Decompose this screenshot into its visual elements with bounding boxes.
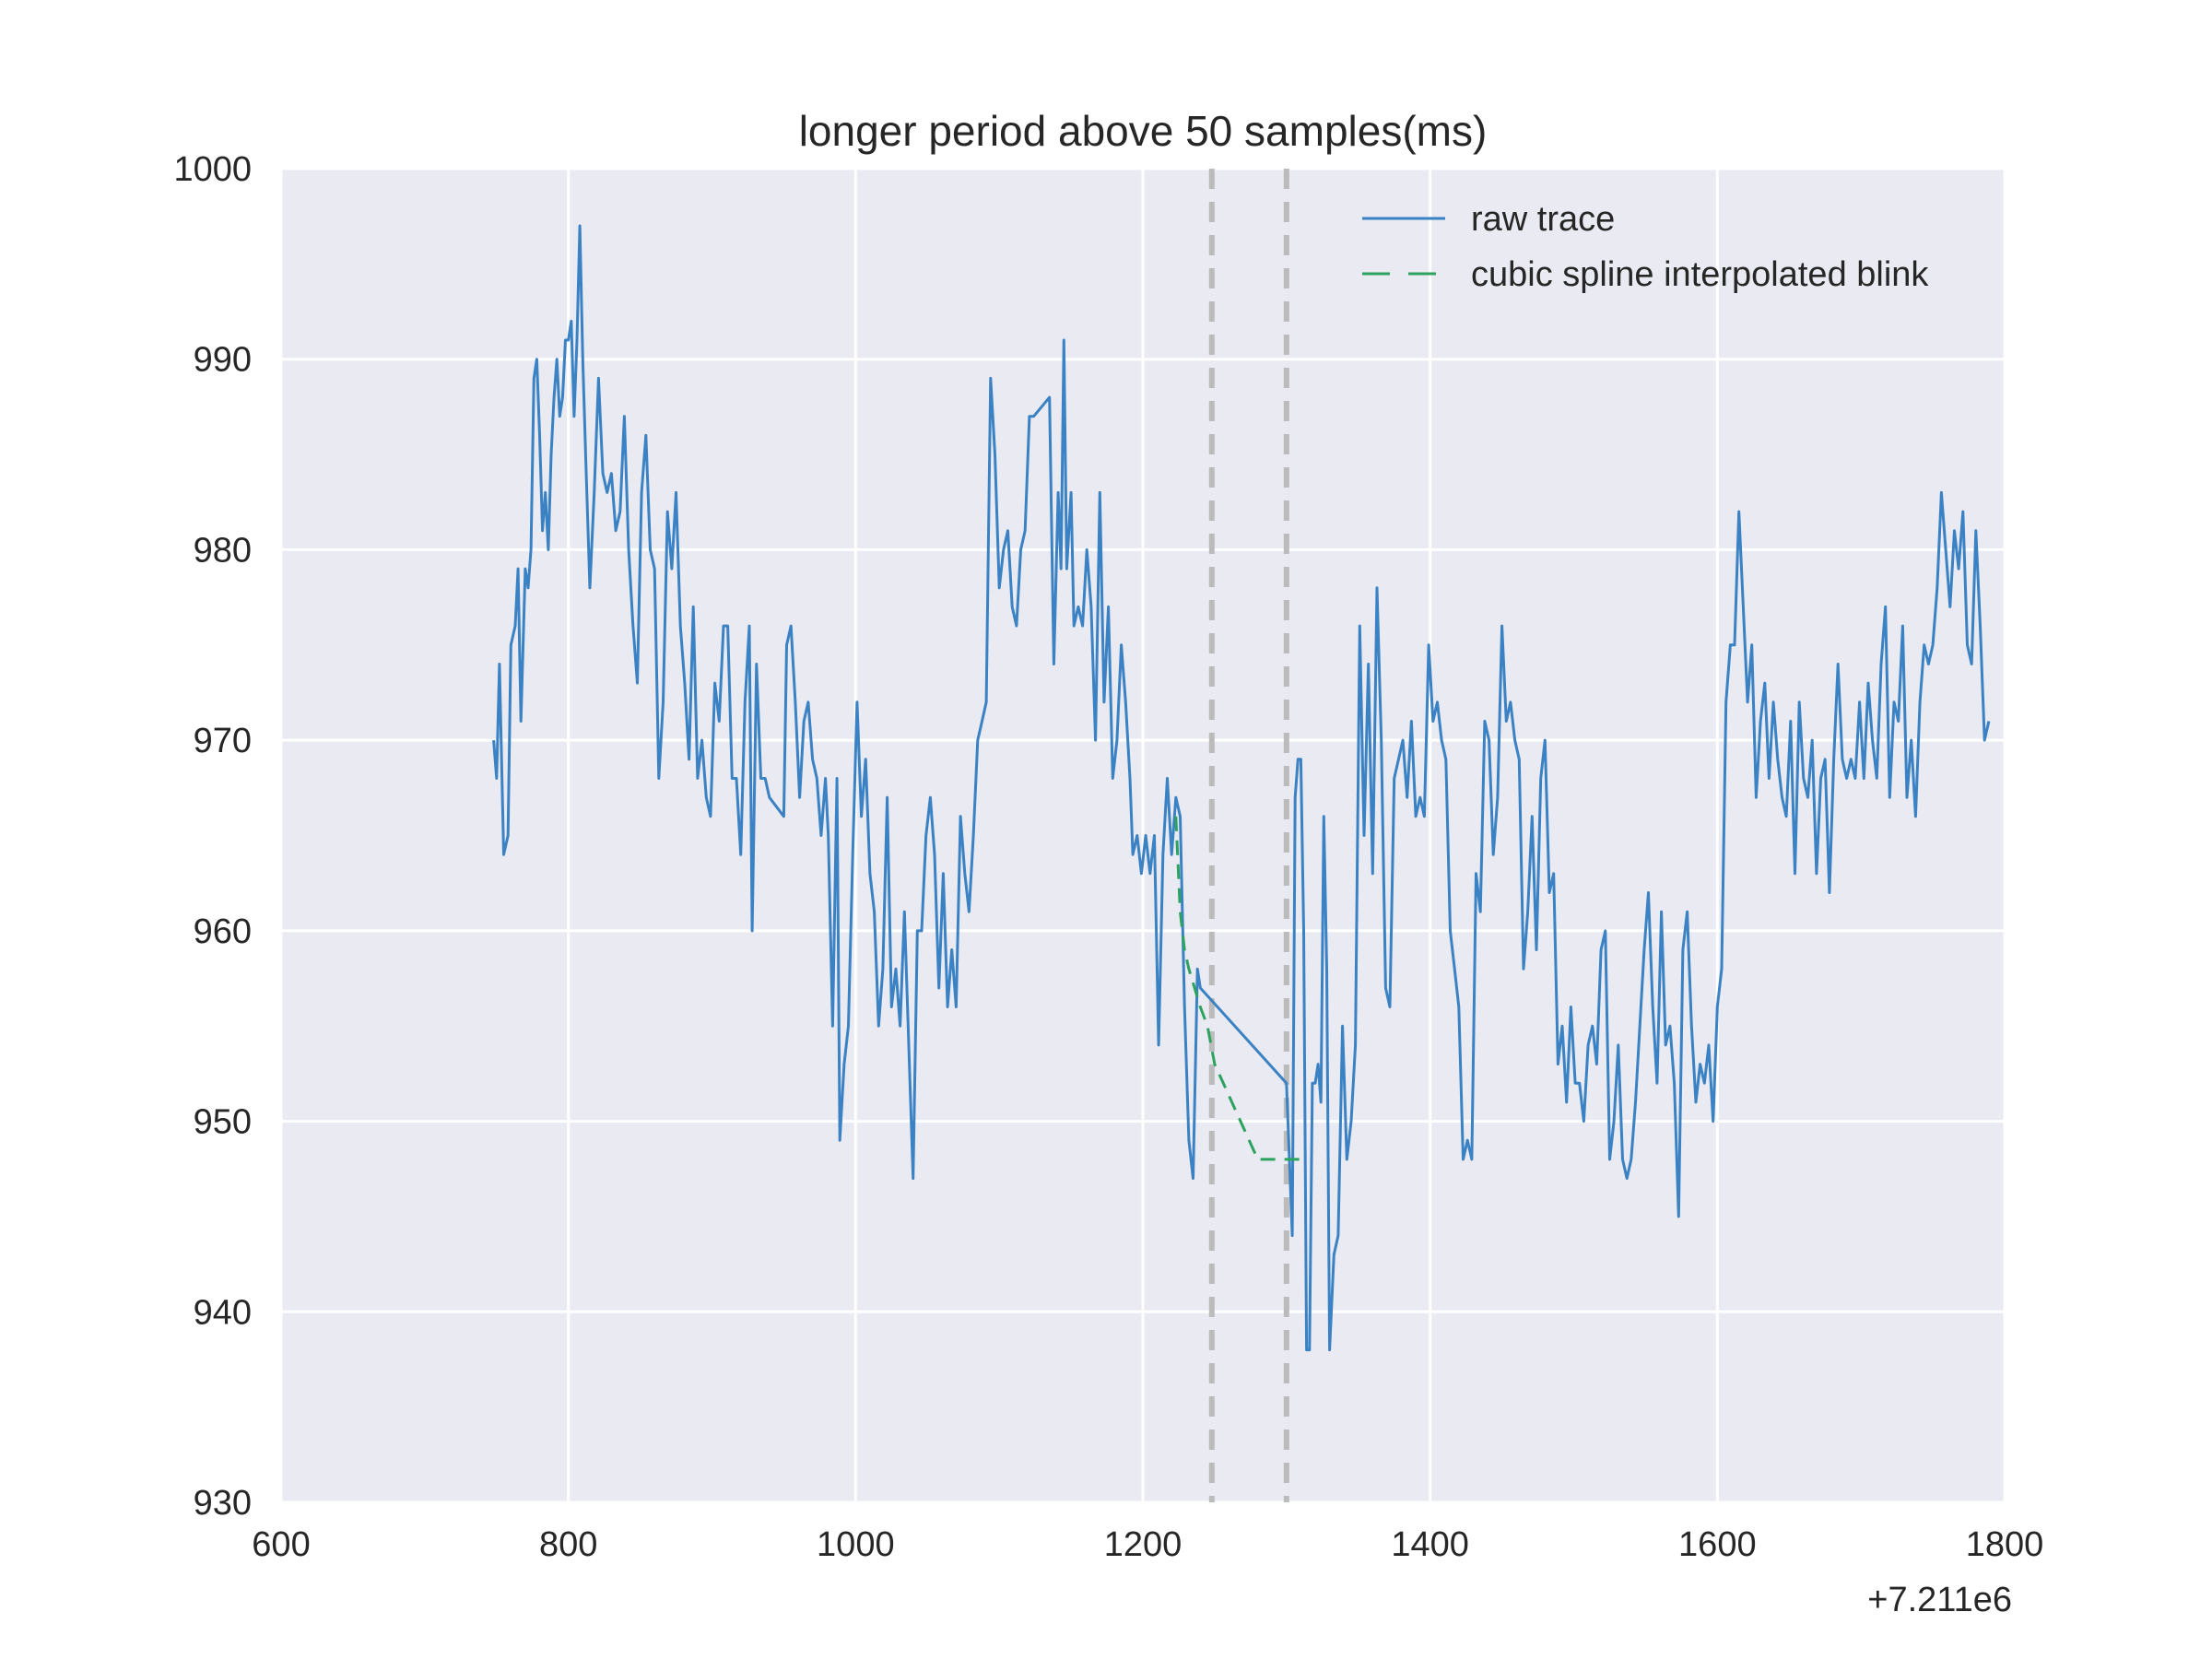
x-tick-label: 600 [252, 1525, 310, 1564]
series-line-cubic-spline [1174, 816, 1307, 1161]
legend-label-cubic-spline: cubic spline interpolated blink [1471, 255, 1929, 294]
y-tick-label: 990 [194, 341, 252, 380]
x-tick-label: 1000 [817, 1525, 895, 1564]
y-tick-label: 930 [194, 1484, 252, 1523]
y-tick-label: 960 [194, 912, 252, 951]
x-tick-label: 800 [539, 1525, 597, 1564]
y-tick-label: 1000 [173, 150, 252, 189]
y-tick-label: 980 [194, 531, 252, 570]
series-line-raw-trace [492, 224, 1991, 1352]
x-tick-label: 1200 [1104, 1525, 1182, 1564]
y-tick-label: 970 [194, 722, 252, 760]
series-lines [492, 224, 1991, 1352]
x-offset-label: +7.211e6 [1867, 1581, 2012, 1619]
x-tick-label: 1800 [1966, 1525, 2044, 1564]
blink-markers [1208, 169, 1289, 1502]
y-tick-label: 940 [194, 1293, 252, 1332]
legend-label-raw-trace: raw trace [1471, 200, 1615, 239]
chart-title: longer period above 50 samples(ms) [799, 107, 1488, 155]
y-tick-label: 950 [194, 1103, 252, 1142]
grid [279, 167, 2006, 1504]
legend: raw trace cubic spline interpolated blin… [1362, 200, 1929, 294]
x-tick-label: 1400 [1391, 1525, 1469, 1564]
x-tick-label: 1600 [1678, 1525, 1757, 1564]
tick-labels: 600 800 1000 1200 1400 1600 1800 930 940 950 960 97… [173, 150, 2043, 1564]
